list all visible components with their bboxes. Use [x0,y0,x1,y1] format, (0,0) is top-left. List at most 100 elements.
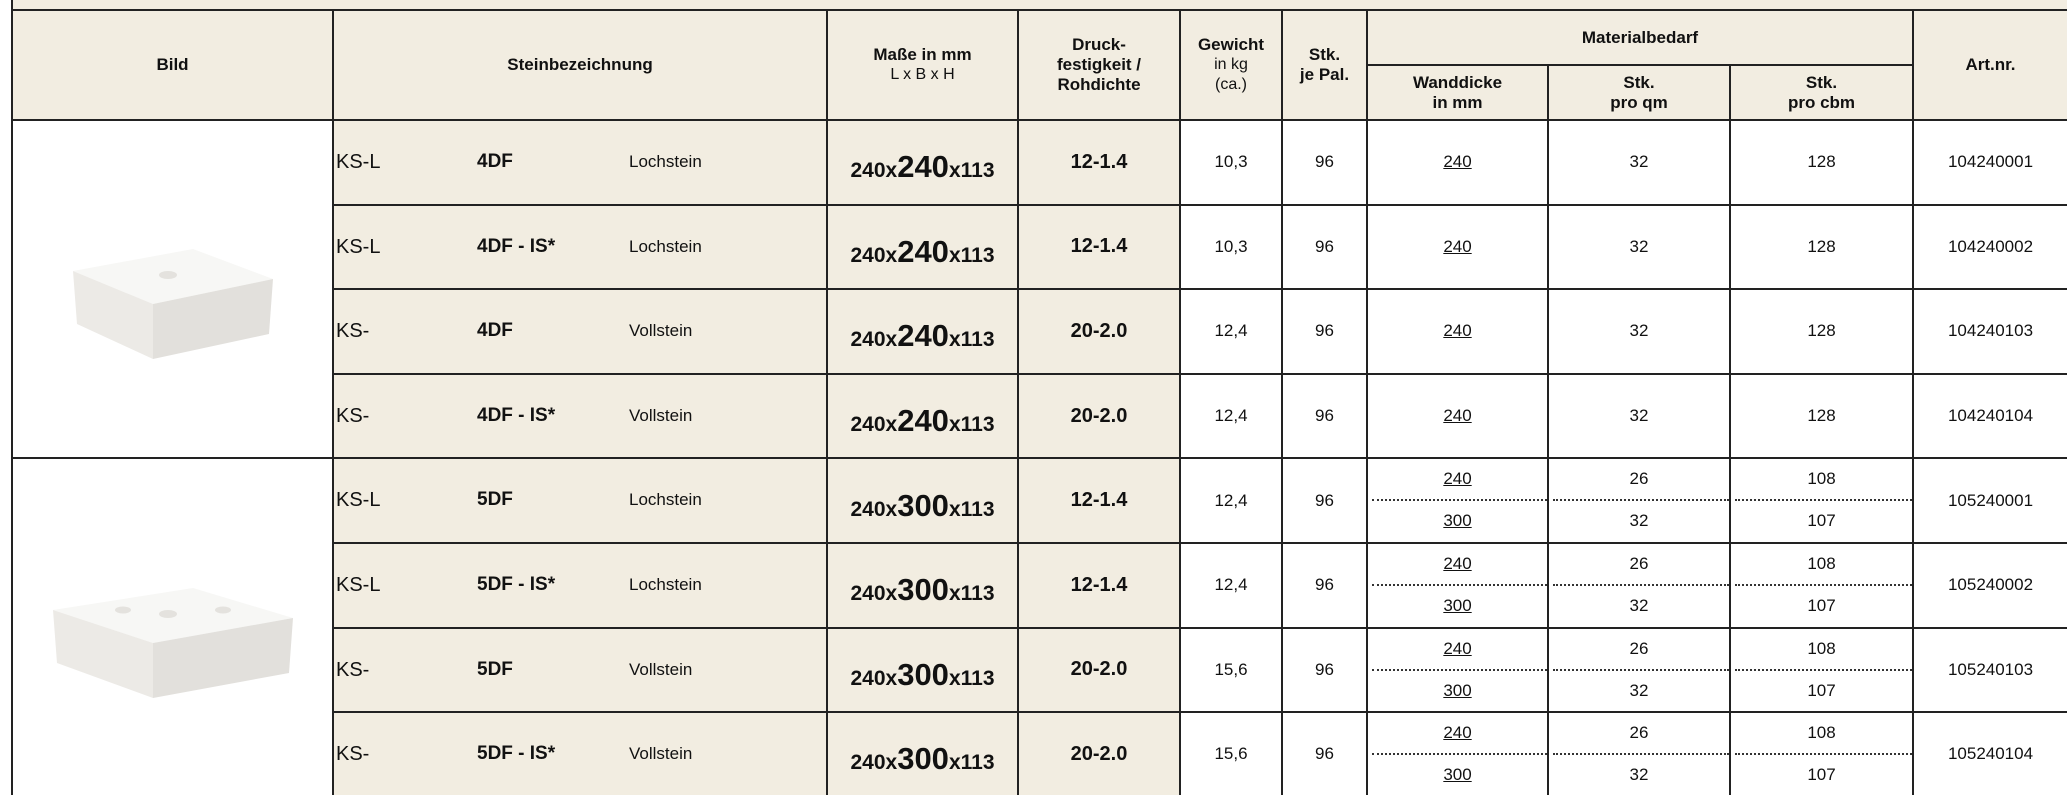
material-cbm: 128 [1731,237,1912,257]
prefix: KS-L [336,574,380,597]
material-qm: 32 [1549,237,1729,257]
artnr-cell: 104240103 [1914,290,2067,375]
dim-part: 240 [897,149,949,184]
weight: 15,6 [1214,744,1247,764]
dims: 240x240x113 [850,318,994,354]
article-number: 104240103 [1948,321,2033,341]
artnr-cell: 104240104 [1914,375,2067,460]
dims: 240x300x113 [850,657,994,693]
dotted-separator [1553,584,1729,586]
material-wand: 240 [1368,723,1547,743]
dim-part: 240x [850,159,897,182]
druck-cell: 20-2.0 [1019,629,1181,714]
material-cbm: 108 [1731,554,1912,574]
material-cell: 128 [1731,121,1914,206]
article-number: 105240104 [1948,744,2033,764]
dim-part: 300 [897,741,949,776]
dim-part: 240x [850,328,897,351]
dotted-separator [1735,584,1912,586]
dim-part: x113 [949,328,995,351]
header-text: pro cbm [1788,93,1855,113]
pallet-count: 96 [1315,744,1334,764]
material-cbm: 128 [1731,406,1912,426]
weight: 12,4 [1214,406,1247,426]
material-cell: 32 [1549,375,1731,460]
material-wand: 300 [1368,511,1547,531]
weight: 12,4 [1214,321,1247,341]
artnr-cell: 105240002 [1914,544,2067,629]
stone-name: 4DF - IS* [477,405,555,427]
stk-cell: 96 [1283,206,1368,291]
dim-part: 240 [897,318,949,353]
material-cbm: 128 [1731,321,1912,341]
image-cell [13,459,334,795]
weight-cell: 10,3 [1181,206,1283,291]
druck: 12-1.4 [1071,235,1128,258]
dim-part: 240 [897,234,949,269]
artnr-cell: 105240001 [1914,459,2067,544]
header-cell: Stk.pro cbm [1731,66,1914,121]
header-text: L x B x H [890,65,954,85]
dim-part: x113 [949,582,995,605]
druck-cell: 20-2.0 [1019,375,1181,460]
stone-kind: Lochstein [629,152,702,172]
prefix: KS-L [336,236,380,259]
article-number: 105240002 [1948,575,2033,595]
header-cell: Art.nr. [1914,11,2067,121]
material-cbm: 107 [1731,681,1912,701]
weight-cell: 12,4 [1181,375,1283,460]
material-cell: 240 [1368,290,1549,375]
header-cell: Gewichtin kg(ca.) [1181,11,1283,121]
dims: 240x300x113 [850,572,994,608]
material-cell: 128 [1731,206,1914,291]
prefix: KS-L [336,151,380,174]
dims: 240x240x113 [850,149,994,185]
header-text: Stk. [1623,73,1654,93]
material-cbm: 107 [1731,511,1912,531]
material-wand: 240 [1368,639,1547,659]
dim-part: 240x [850,667,897,690]
pallet-count: 96 [1315,491,1334,511]
dim-part: 240x [850,413,897,436]
weight-cell: 15,6 [1181,629,1283,714]
druck: 20-2.0 [1071,658,1128,681]
dotted-separator [1735,753,1912,755]
top-strip [13,0,2067,11]
stk-cell: 96 [1283,375,1368,460]
dim-part: 240 [897,403,949,438]
header-text: Wanddicke [1413,73,1502,93]
dotted-separator [1553,499,1729,501]
weight-cell: 12,4 [1181,544,1283,629]
article-number: 104240104 [1948,406,2033,426]
material-qm: 26 [1549,469,1729,489]
material-cell: 32 [1549,121,1731,206]
dims-cell: 240x240x113 [828,121,1019,206]
druck: 12-1.4 [1071,151,1128,174]
material-cbm: 108 [1731,723,1912,743]
header-text: Rohdichte [1057,75,1140,95]
dims-cell: 240x240x113 [828,206,1019,291]
dims: 240x240x113 [850,403,994,439]
stone-name: 4DF - IS* [477,236,555,258]
header-text: Stk. [1309,45,1340,65]
dims: 240x300x113 [850,741,994,777]
druck: 20-2.0 [1071,405,1128,428]
material-cbm: 108 [1731,639,1912,659]
material-cell: 2632 [1549,629,1731,714]
header-cell: Stk.je Pal. [1283,11,1368,121]
prefix: KS- [336,659,369,682]
header-text: je Pal. [1300,65,1349,85]
druck-cell: 12-1.4 [1019,206,1181,291]
header-text: Stk. [1806,73,1837,93]
weight-cell: 12,4 [1181,459,1283,544]
druck: 20-2.0 [1071,743,1128,766]
material-cell: 240 [1368,206,1549,291]
stone-name: 4DF [477,151,513,173]
druck: 12-1.4 [1071,489,1128,512]
